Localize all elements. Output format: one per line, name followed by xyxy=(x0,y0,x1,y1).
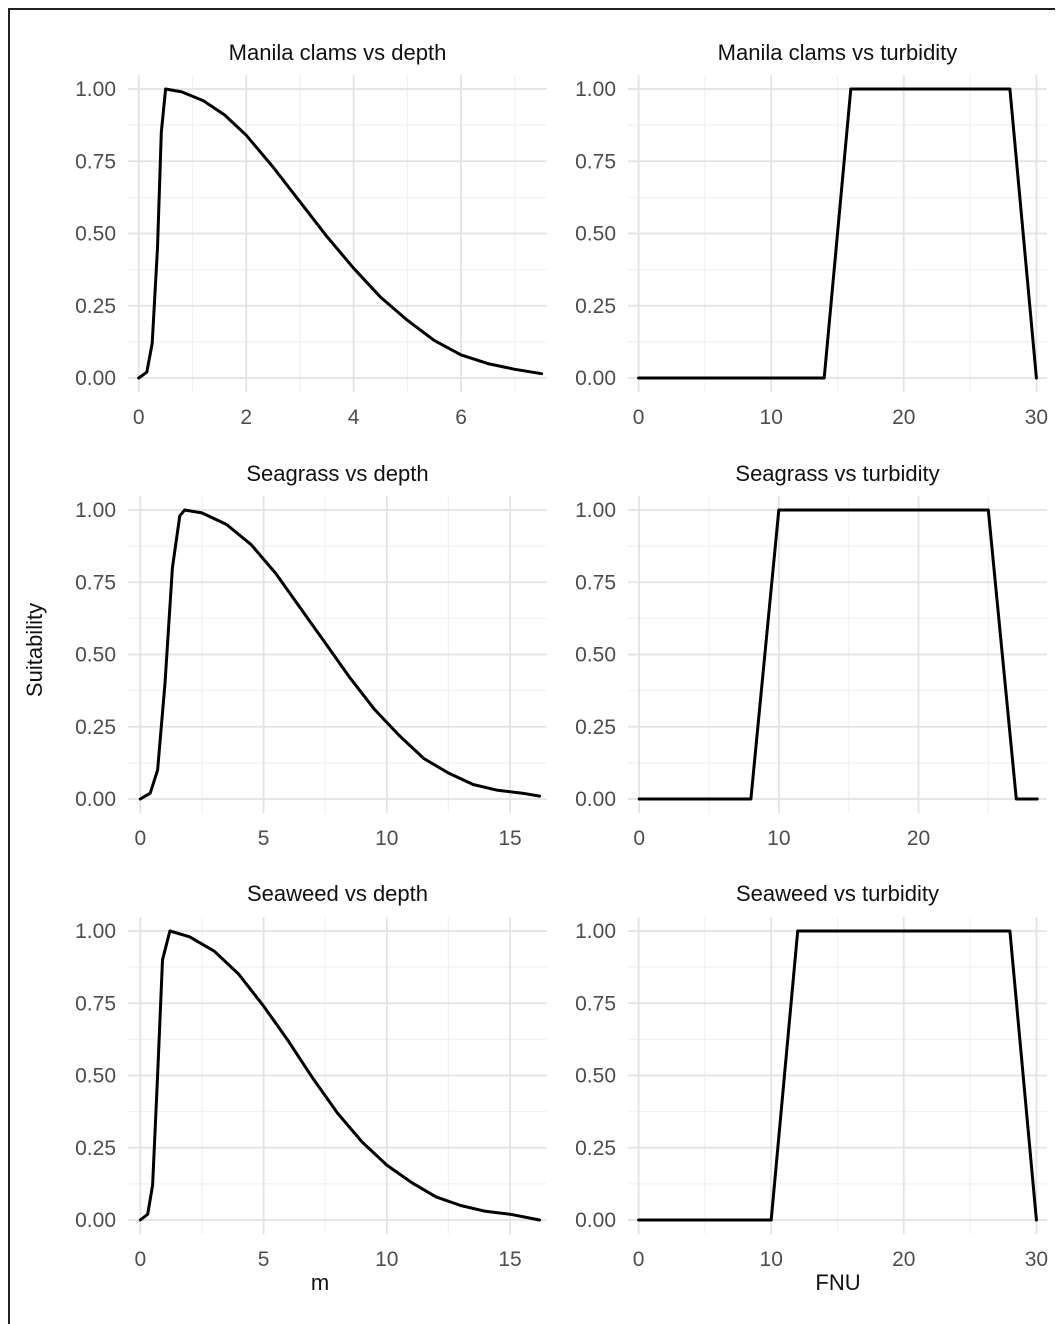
x-tick-label: 15 xyxy=(498,827,521,850)
y-tick-label: 1.00 xyxy=(75,499,116,522)
x-tick-label: 20 xyxy=(892,406,915,429)
y-tick-label: 0.00 xyxy=(75,1209,116,1232)
x-tick-label: 0 xyxy=(133,406,145,429)
x-axis-title-right: FNU xyxy=(815,1270,860,1295)
y-tick-label: 0.25 xyxy=(75,295,116,318)
y-tick-label: 0.50 xyxy=(75,644,116,667)
panel-title: Manila clams vs depth xyxy=(229,40,447,65)
x-tick-label: 10 xyxy=(375,827,398,850)
x-tick-label: 6 xyxy=(455,406,467,429)
panel-5: 0.00 0.25 0.50 0.75 1.00 0 5 10 15 Seaweed vs dep… xyxy=(75,881,547,1271)
series-line xyxy=(637,87,1038,380)
y-tick-label: 1.00 xyxy=(75,78,116,101)
y-tick-label: 1.00 xyxy=(575,499,616,522)
y-tick-label: 0.75 xyxy=(75,992,116,1015)
y-tick-label: 1.00 xyxy=(75,920,116,943)
y-tick-label: 1.00 xyxy=(575,78,616,101)
panel-2: 0.00 0.25 0.50 0.75 1.00 0 10 20 30 Manila clams … xyxy=(575,40,1048,429)
y-tick-label: 0.50 xyxy=(75,223,116,246)
y-tick-label: 1.00 xyxy=(575,920,616,943)
series-line xyxy=(637,929,1038,1222)
panel-6: 0.00 0.25 0.50 0.75 1.00 0 10 20 30 Seaweed vs tu… xyxy=(575,881,1048,1271)
panel-1: 0.00 0.25 0.50 0.75 1.00 0 2 4 6 Manila clams vs … xyxy=(75,40,547,429)
panel-title: Seaweed vs turbidity xyxy=(736,881,939,906)
y-tick-label: 0.00 xyxy=(75,788,116,811)
x-tick-label: 10 xyxy=(767,827,790,850)
x-tick-label: 5 xyxy=(258,827,270,850)
y-tick-label: 0.75 xyxy=(575,571,616,594)
panel-title: Seaweed vs depth xyxy=(247,881,428,906)
y-tick-label: 0.25 xyxy=(575,295,616,318)
x-tick-label: 2 xyxy=(240,406,252,429)
x-tick-label: 20 xyxy=(892,1248,915,1271)
panel-3: 0.00 0.25 0.50 0.75 1.00 0 5 10 15 Seagrass vs de… xyxy=(75,461,547,850)
x-tick-label: 0 xyxy=(633,1248,645,1271)
x-tick-label: 5 xyxy=(258,1248,270,1271)
x-tick-label: 0 xyxy=(134,827,146,850)
x-tick-label: 4 xyxy=(348,406,360,429)
y-tick-label: 0.75 xyxy=(575,992,616,1015)
x-tick-label: 0 xyxy=(633,827,645,850)
x-tick-label: 30 xyxy=(1025,1248,1048,1271)
y-tick-label: 0.25 xyxy=(75,1137,116,1160)
y-tick-label: 0.75 xyxy=(575,150,616,173)
series-line xyxy=(138,508,542,801)
x-axis-title-left: m xyxy=(311,1270,329,1295)
y-tick-label: 0.00 xyxy=(575,788,616,811)
series-line xyxy=(137,87,544,380)
y-tick-label: 0.50 xyxy=(575,223,616,246)
y-tick-label: 0.00 xyxy=(75,367,116,390)
x-tick-label: 15 xyxy=(498,1248,521,1271)
x-tick-label: 0 xyxy=(633,406,645,429)
y-tick-label: 0.50 xyxy=(75,1065,116,1088)
x-tick-label: 10 xyxy=(760,1248,783,1271)
y-tick-label: 0.75 xyxy=(75,150,116,173)
y-tick-label: 0.50 xyxy=(575,644,616,667)
figure-border xyxy=(8,8,1055,1324)
y-tick-label: 0.00 xyxy=(575,1209,616,1232)
x-tick-label: 0 xyxy=(134,1248,146,1271)
y-tick-label: 0.75 xyxy=(75,571,116,594)
x-tick-label: 10 xyxy=(760,406,783,429)
y-tick-label: 0.25 xyxy=(575,1137,616,1160)
x-tick-label: 30 xyxy=(1025,406,1048,429)
panel-title: Manila clams vs turbidity xyxy=(718,40,958,65)
y-tick-label: 0.25 xyxy=(575,716,616,739)
panels: 0.00 0.25 0.50 0.75 1.00 0 2 4 6 Manila clams vs … xyxy=(75,40,1048,1271)
y-tick-label: 0.25 xyxy=(75,716,116,739)
x-tick-label: 10 xyxy=(375,1248,398,1271)
series-line xyxy=(138,929,542,1222)
y-tick-label: 0.50 xyxy=(575,1065,616,1088)
y-axis-title: Suitability xyxy=(22,603,47,697)
series-line xyxy=(637,508,1039,801)
y-tick-label: 0.00 xyxy=(575,367,616,390)
panel-4: 0.00 0.25 0.50 0.75 1.00 0 10 20 Seagrass vs tur… xyxy=(575,461,1047,850)
panel-title: Seagrass vs depth xyxy=(246,461,428,486)
panel-title: Seagrass vs turbidity xyxy=(735,461,939,486)
x-tick-label: 20 xyxy=(907,827,930,850)
